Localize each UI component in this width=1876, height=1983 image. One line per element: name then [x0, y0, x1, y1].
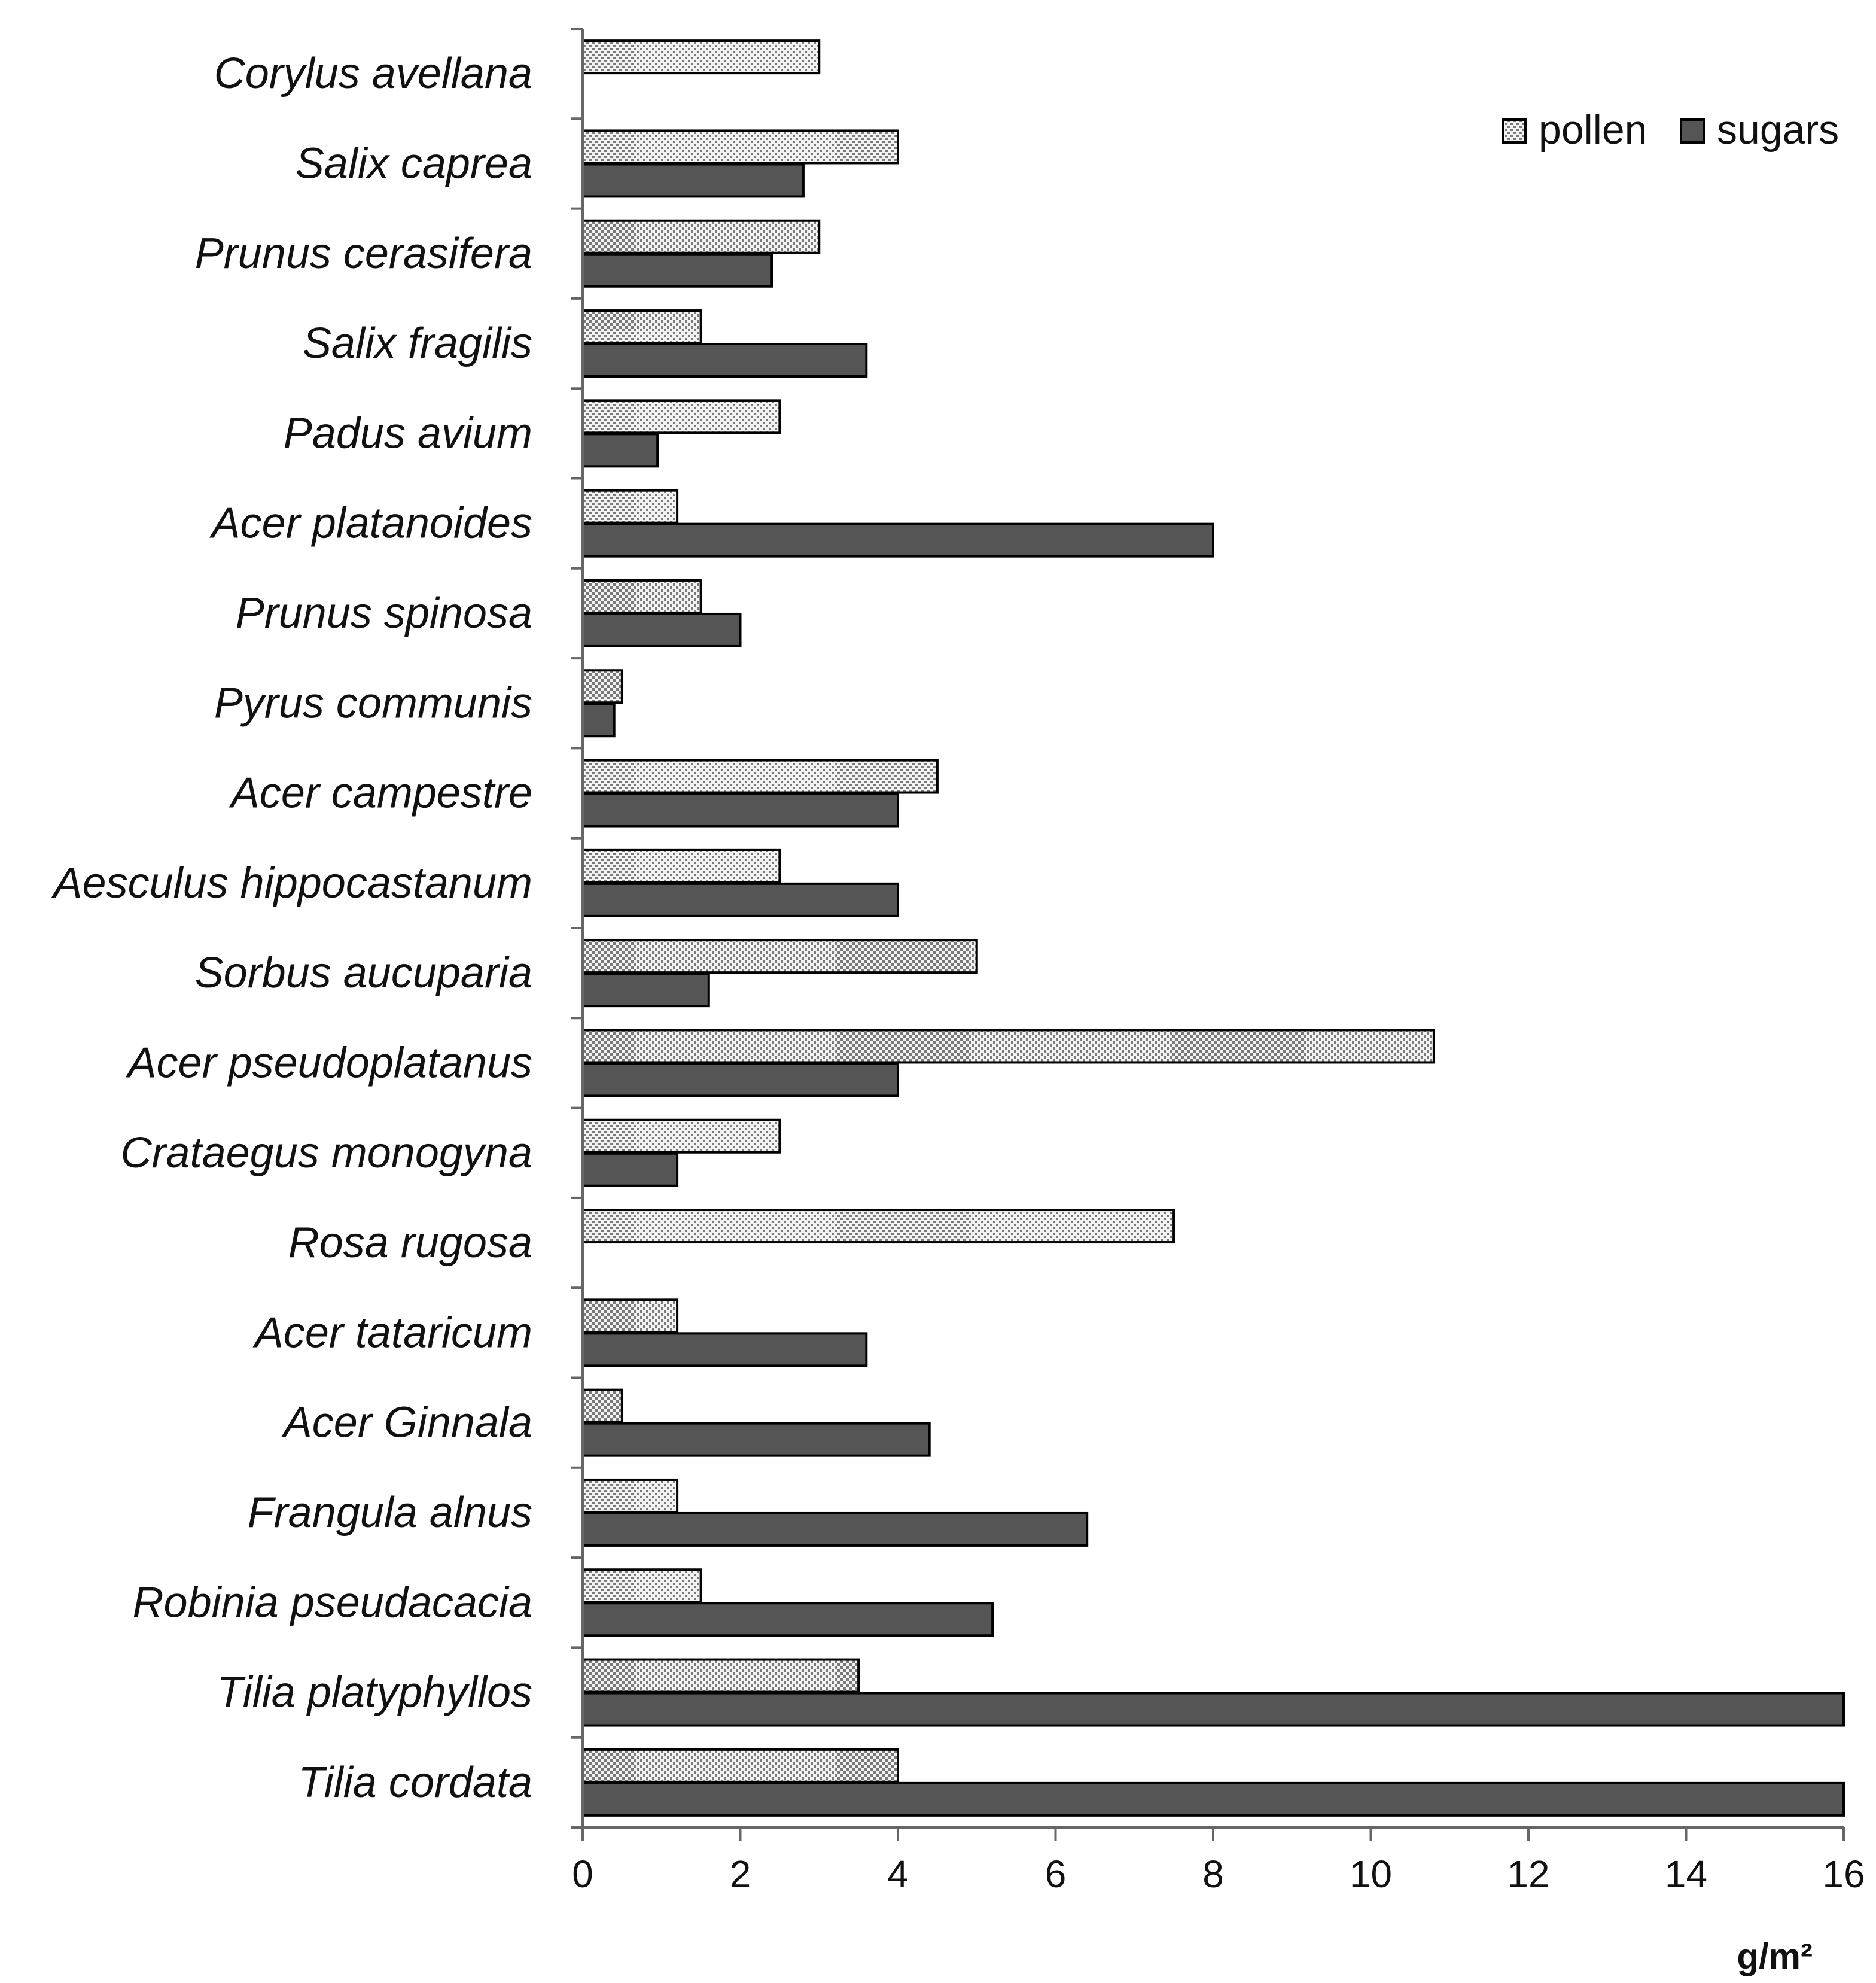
bar-sugars-aesculus-hippocastanum: [581, 882, 899, 917]
bar-sugars-acer-pseudoplatanus: [581, 1062, 899, 1097]
category-label-prunus-spinosa: Prunus spinosa: [236, 589, 532, 637]
category-label-pyrus-communis: Pyrus communis: [214, 679, 532, 727]
bar-pollen-rosa-rugosa: [581, 1209, 1175, 1244]
bar-sugars-salix-caprea: [581, 163, 805, 198]
category-label-acer-pseudoplatanus: Acer pseudoplatanus: [126, 1039, 532, 1087]
x-tick-label-12: 12: [1507, 1853, 1549, 1896]
bar-sugars-acer-platanoides: [581, 522, 1214, 558]
bar-sugars-acer-ginnala: [581, 1422, 931, 1457]
bar-pollen-acer-tataricum: [581, 1298, 679, 1334]
legend-label-sugars: sugars: [1717, 107, 1839, 153]
x-tick-label-4: 4: [887, 1853, 909, 1896]
category-label-acer-ginnala: Acer Ginnala: [281, 1399, 532, 1447]
category-label-acer-tataricum: Acer tataricum: [252, 1309, 532, 1357]
x-tick-label-6: 6: [1045, 1853, 1067, 1896]
bar-pollen-acer-platanoides: [581, 489, 679, 524]
bar-pollen-tilia-cordata: [581, 1748, 899, 1783]
bar-pollen-prunus-spinosa: [581, 579, 702, 614]
category-label-sorbus-aucuparia: Sorbus aucuparia: [195, 949, 532, 997]
x-tick-label-8: 8: [1202, 1853, 1224, 1896]
bar-sugars-crataegus-monogyna: [581, 1152, 679, 1187]
bar-pollen-salix-fragilis: [581, 309, 702, 345]
bar-pollen-acer-campestre: [581, 759, 939, 794]
bar-sugars-salix-fragilis: [581, 343, 868, 378]
bar-pollen-padus-avium: [581, 399, 781, 434]
category-label-robinia-pseudacacia: Robinia pseudacacia: [133, 1579, 532, 1626]
category-label-corylus-avellana: Corylus avellana: [214, 50, 532, 98]
x-tick-label-10: 10: [1350, 1853, 1392, 1896]
legend-swatch-sugars: [1680, 118, 1705, 144]
bar-sugars-tilia-cordata: [581, 1781, 1845, 1817]
category-label-salix-caprea: Salix caprea: [296, 139, 532, 187]
category-label-acer-campestre: Acer campestre: [229, 770, 532, 817]
bar-pollen-sorbus-aucuparia: [581, 939, 978, 974]
bar-sugars-prunus-spinosa: [581, 612, 742, 647]
bar-sugars-frangula-alnus: [581, 1511, 1089, 1547]
category-label-rosa-rugosa: Rosa rugosa: [288, 1219, 532, 1267]
bar-pollen-acer-pseudoplatanus: [581, 1029, 1435, 1064]
category-label-aesculus-hippocastanum: Aesculus hippocastanum: [51, 859, 532, 907]
bar-sugars-robinia-pseudacacia: [581, 1602, 994, 1637]
category-label-prunus-cerasifera: Prunus cerasifera: [195, 230, 532, 278]
bar-pollen-prunus-cerasifera: [581, 219, 821, 254]
legend-swatch-pollen: [1502, 118, 1527, 144]
x-tick-label-16: 16: [1822, 1853, 1865, 1896]
bar-pollen-crataegus-monogyna: [581, 1118, 781, 1154]
bar-sugars-acer-tataricum: [581, 1332, 868, 1367]
bar-sugars-sorbus-aucuparia: [581, 972, 710, 1008]
bar-pollen-pyrus-communis: [581, 669, 623, 704]
category-label-salix-fragilis: Salix fragilis: [303, 320, 532, 367]
x-tick-label-2: 2: [730, 1853, 751, 1896]
bar-sugars-prunus-cerasifera: [581, 253, 773, 288]
category-label-tilia-platyphyllos: Tilia platyphyllos: [217, 1669, 532, 1717]
bar-pollen-salix-caprea: [581, 129, 899, 165]
axes: 0 2 4 6 8 10 12 14 16g/m²: [571, 28, 1865, 1976]
category-label-crataegus-monogyna: Crataegus monogyna: [121, 1129, 532, 1177]
bar-pollen-robinia-pseudacacia: [581, 1568, 702, 1604]
x-axis-label: g/m²: [1737, 1936, 1813, 1976]
x-tick-label-0: 0: [572, 1853, 593, 1896]
category-label-acer-platanoides: Acer platanoides: [209, 500, 532, 548]
category-label-frangula-alnus: Frangula alnus: [248, 1489, 532, 1537]
bar-pollen-acer-ginnala: [581, 1388, 623, 1424]
bar-pollen-tilia-platyphyllos: [581, 1658, 860, 1693]
x-tick-label-14: 14: [1665, 1853, 1707, 1896]
legend: pollen sugars: [1502, 107, 1839, 153]
bar-pollen-aesculus-hippocastanum: [581, 848, 781, 884]
bars-layer: [581, 39, 1845, 1817]
bar-sugars-acer-campestre: [581, 792, 899, 828]
bar-pollen-frangula-alnus: [581, 1478, 679, 1513]
category-labels: Corylus avellana Salix caprea Prunus ceras…: [51, 50, 532, 1806]
bar-sugars-tilia-platyphyllos: [581, 1692, 1845, 1727]
bar-sugars-padus-avium: [581, 433, 659, 468]
bar-sugars-pyrus-communis: [581, 702, 616, 738]
bar-pollen-corylus-avellana: [581, 39, 821, 75]
category-label-tilia-cordata: Tilia cordata: [298, 1759, 532, 1806]
legend-label-pollen: pollen: [1539, 107, 1647, 153]
category-label-padus-avium: Padus avium: [284, 409, 532, 457]
